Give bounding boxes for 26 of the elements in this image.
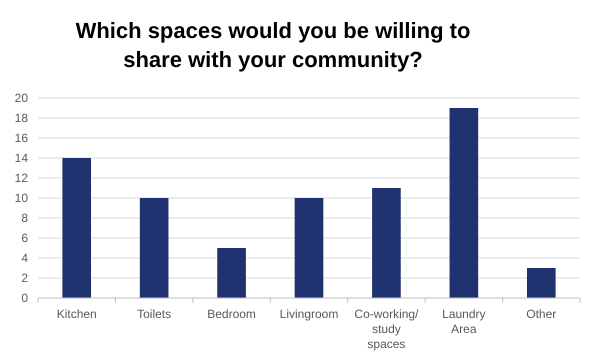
x-tick-label: Toilets (137, 307, 172, 321)
bar (450, 108, 478, 298)
y-tick-label: 12 (14, 171, 28, 186)
y-tick-label: 14 (14, 151, 28, 166)
y-tick-label: 20 (14, 91, 28, 106)
bar (217, 248, 246, 298)
y-tick-label: 8 (21, 211, 28, 226)
y-tick-label: 4 (21, 251, 28, 266)
bar (372, 188, 401, 298)
bar (526, 268, 556, 298)
y-tick-label: 10 (14, 191, 28, 206)
y-tick-label: 0 (21, 291, 28, 306)
y-tick-label: 2 (21, 271, 28, 286)
y-tick-label: 6 (21, 231, 28, 246)
x-tick-label: Kitchen (56, 307, 97, 321)
x-tick-label: Laundry Area (442, 307, 486, 336)
chart-title: Which spaces would you be willing to share with your community? (76, 18, 470, 72)
bar (140, 198, 168, 298)
bar (294, 198, 324, 298)
x-tick-label: Bedroom (207, 307, 256, 321)
x-tick-label: Other (526, 307, 556, 321)
x-tick-label: Co-working/ study spaces (354, 307, 420, 351)
y-tick-label: 16 (14, 131, 28, 146)
x-tick-label: Livingroom (280, 307, 338, 321)
y-tick-label: 18 (14, 111, 28, 126)
bar (62, 158, 92, 298)
